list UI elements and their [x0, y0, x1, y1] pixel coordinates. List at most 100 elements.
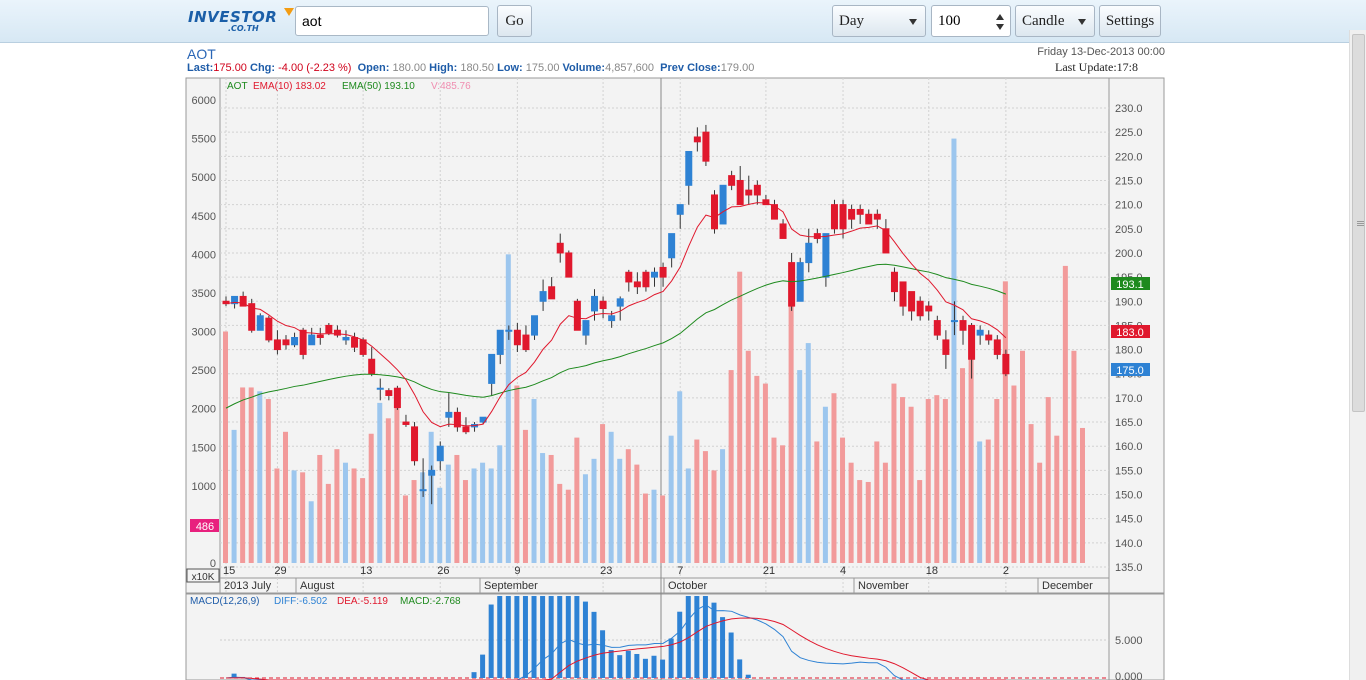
candle-body	[231, 295, 239, 305]
high-label: High:	[429, 62, 458, 74]
macd-bar	[617, 655, 623, 678]
day-tick: 7	[677, 565, 683, 577]
chart-type-value: Candle	[1022, 13, 1065, 29]
price-tick: 200.0	[1115, 248, 1143, 260]
volume-bar	[1080, 427, 1085, 563]
chart-type-select[interactable]: Candle	[1015, 5, 1095, 37]
go-button[interactable]: Go	[497, 5, 532, 37]
low-value: 175.00	[525, 62, 560, 74]
volume-bar	[488, 468, 494, 563]
candle-body	[291, 337, 299, 346]
spin-up-icon[interactable]	[996, 14, 1004, 20]
candle-body	[402, 421, 410, 425]
macd-bar	[668, 638, 674, 678]
macd-bar	[694, 596, 700, 678]
volume-bar	[805, 343, 811, 563]
volume-unit-box	[186, 568, 220, 583]
volume-bar	[257, 391, 263, 563]
candle-body	[488, 353, 496, 384]
volume-bar	[942, 399, 948, 563]
price-tick: 155.0	[1115, 465, 1143, 477]
volume-bar	[522, 429, 528, 563]
candle-body	[273, 339, 281, 351]
volume-bar	[934, 395, 940, 563]
vertical-scrollbar[interactable]	[1349, 30, 1366, 680]
day-tick: 29	[274, 565, 286, 577]
prev-close-value: 179.00	[720, 62, 755, 74]
candle-body	[933, 320, 941, 336]
volume-bar	[317, 454, 323, 563]
day-tick: 23	[600, 565, 612, 577]
volume-bar	[960, 368, 966, 563]
ema50-badge	[1111, 277, 1150, 290]
volume-bar	[668, 435, 674, 563]
volume-bar	[1062, 265, 1068, 563]
candle-body	[899, 281, 907, 307]
candle-body	[522, 334, 530, 351]
symbol-search-input[interactable]	[295, 6, 489, 36]
candle-body	[968, 324, 976, 360]
volume-bar	[231, 429, 237, 563]
candle-body	[428, 469, 436, 476]
candle-body	[239, 295, 247, 307]
candle-body	[385, 390, 393, 396]
volume-bar	[720, 449, 726, 563]
low-label: Low:	[497, 62, 523, 74]
price-tick-labels: 230.0225.0220.0215.0210.0205.0200.0195.0…	[1115, 103, 1143, 574]
volume-bar	[1045, 397, 1051, 563]
candle-body	[830, 204, 838, 230]
macd-bar	[565, 596, 571, 678]
candle-body	[505, 329, 513, 332]
volume-bar	[882, 462, 888, 563]
candles	[222, 124, 1010, 505]
last-price-badge	[1111, 363, 1150, 376]
month-tick: 2013 July	[224, 580, 272, 592]
candle-body	[753, 184, 761, 196]
investor-logo[interactable]: INVESTOR .CO.TH	[188, 8, 294, 34]
volume-bar	[385, 418, 391, 563]
volume-bar	[908, 406, 914, 563]
volume-bar	[634, 464, 640, 563]
candle-body	[779, 223, 787, 239]
price-tick: 135.0	[1115, 562, 1143, 574]
macd-bar	[505, 596, 511, 678]
candle-body	[436, 445, 444, 462]
volume-bar	[685, 468, 691, 563]
macd-dea-line	[225, 617, 1006, 680]
candle-body	[333, 329, 341, 336]
legend-ema50: EMA(50) 193.10	[342, 81, 415, 92]
candle-body	[993, 339, 1001, 355]
top-toolbar: INVESTOR .CO.TH Go Day 100 Candle Settin…	[0, 0, 1366, 43]
spin-down-icon[interactable]	[996, 24, 1004, 30]
volume-bar	[677, 391, 683, 563]
settings-button[interactable]: Settings	[1099, 5, 1161, 37]
macd-bar	[471, 672, 477, 678]
legend-symbol: AOT	[227, 81, 248, 92]
volume-bar	[1028, 424, 1034, 563]
candle-body	[890, 271, 898, 293]
volume-bar	[728, 370, 734, 563]
period-select[interactable]: Day	[832, 5, 926, 37]
candle-body	[496, 329, 504, 355]
candle-body	[762, 199, 770, 206]
price-tick: 190.0	[1115, 296, 1143, 308]
candle-body	[848, 208, 856, 220]
volume-bar	[617, 458, 623, 563]
volume-bar	[282, 431, 288, 563]
candle-body	[796, 262, 804, 302]
day-tick: 13	[360, 565, 372, 577]
candle-body	[822, 233, 830, 278]
candle-body	[1002, 353, 1010, 375]
candle-body	[325, 324, 333, 334]
candle-body	[642, 271, 650, 288]
macd-bar	[540, 596, 546, 678]
macd-bar	[634, 653, 640, 678]
candle-body	[839, 204, 847, 230]
last-update: Last Update:17:8	[1055, 60, 1138, 74]
candle-body	[950, 320, 958, 323]
count-spinner[interactable]: 100	[931, 5, 1011, 37]
macd-legend-params: MACD(12,26,9)	[190, 596, 259, 607]
volume-bar	[771, 437, 777, 563]
scrollbar-thumb[interactable]	[1352, 34, 1365, 412]
